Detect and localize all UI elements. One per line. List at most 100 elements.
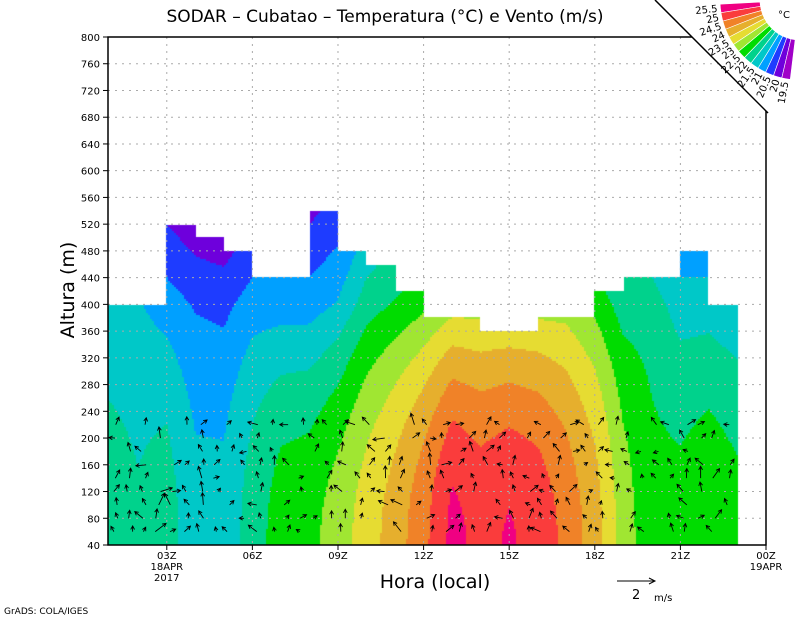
wind-arrow [486, 521, 492, 532]
wind-arrow [669, 473, 675, 479]
wind-arrow [198, 510, 204, 519]
x-tick-label: 03Z [157, 551, 177, 562]
wind-arrow [359, 497, 364, 506]
wind-arrow [555, 473, 560, 479]
wind-arrow [197, 465, 203, 479]
x-tick-label: 09Z [328, 551, 348, 562]
wind-arrow [229, 499, 235, 506]
wind-arrow [183, 498, 190, 506]
x-tick-label: 15Z [499, 551, 519, 562]
wind-arrow [675, 514, 684, 519]
wind-arrow [441, 460, 453, 466]
legend-level-label: 19.5 [777, 81, 792, 105]
wind-arrow [383, 464, 388, 479]
wind-arrow [538, 488, 545, 494]
wind-arrow [669, 522, 674, 532]
y-tick-label: 400 [81, 300, 100, 311]
wind-arrow [679, 429, 685, 439]
wind-arrow [186, 511, 191, 519]
wind-arrow [482, 455, 489, 466]
wind-arrow [321, 419, 327, 425]
wind-arrow [143, 416, 148, 425]
wind-arrow [529, 526, 541, 533]
wind-arrow [582, 514, 588, 519]
wind-arrow [583, 461, 589, 467]
y-tick-label: 200 [81, 434, 100, 445]
wind-arrow [385, 444, 392, 452]
wind-arrow [712, 467, 721, 479]
wind-arrow [667, 457, 673, 466]
wind-arrow [684, 467, 689, 479]
wind-arrow [615, 415, 620, 425]
wind-arrow [213, 526, 219, 532]
wind-arrow [526, 524, 532, 532]
wind-arrow [594, 526, 600, 532]
wind-arrow [694, 457, 704, 466]
wind-arrow [623, 460, 630, 466]
wind-arrow [565, 496, 571, 506]
wind-arrow [314, 443, 320, 452]
wind-arrow [285, 514, 290, 520]
wind-arrow [443, 421, 452, 426]
wind-arrow [270, 418, 276, 425]
wind-arrow [255, 431, 261, 439]
wind-arrow [698, 481, 703, 492]
wind-arrow [392, 521, 402, 532]
wind-arrow [552, 442, 560, 452]
wind-arrow [281, 457, 290, 466]
wind-arrow [652, 449, 659, 455]
wind-arrow [486, 416, 492, 425]
wind-arrow [307, 433, 315, 439]
wind-arrow [134, 510, 144, 519]
wind-arrow [298, 475, 305, 480]
wind-arrow [429, 484, 434, 492]
wind-arrow [201, 458, 207, 465]
wind-arrow [541, 472, 546, 479]
wind-arrow [415, 500, 422, 506]
wind-arrow [144, 471, 149, 479]
y-axis-label: Altura (m) [57, 242, 79, 339]
y-tick-label: 360 [81, 327, 100, 338]
wind-arrow [615, 482, 620, 492]
legend-level-label: 25.5 [695, 4, 718, 17]
wind-arrow [269, 446, 274, 452]
y-tick-label: 480 [81, 247, 100, 258]
wind-arrow [184, 525, 192, 532]
wind-arrow [126, 441, 132, 452]
wind-arrow [213, 458, 221, 466]
wind-arrow [580, 444, 586, 452]
wind-arrow [528, 507, 534, 519]
wind-arrow [630, 510, 636, 519]
wind-arrow [458, 457, 465, 466]
wind-arrow [533, 420, 542, 426]
legend-level-label: 25 [705, 13, 720, 26]
wind-arrow [299, 486, 304, 492]
x-tick-label: 21Z [671, 551, 691, 562]
wind-arrow [195, 522, 200, 532]
wind-arrow [439, 469, 445, 479]
wind-arrow [511, 484, 517, 492]
wind-arrow [470, 472, 475, 479]
wind-arrow [522, 474, 530, 480]
wind-arrow [560, 432, 568, 439]
wind-arrow [181, 484, 187, 492]
wind-arrow [124, 483, 129, 492]
wind-arrow [495, 498, 501, 506]
wind-vectors [108, 412, 735, 534]
wind-arrow [634, 449, 642, 455]
wind-arrow [595, 471, 603, 479]
wind-arrow [639, 473, 645, 479]
wind-arrow [375, 488, 385, 494]
wind-arrow [399, 468, 406, 479]
wind-scale-value: 2 [632, 588, 640, 603]
wind-arrow [549, 510, 558, 519]
wind-arrow [169, 528, 177, 533]
wind-arrow [573, 448, 581, 453]
wind-arrow [687, 419, 697, 426]
wind-arrow [299, 514, 308, 519]
wind-arrow [651, 459, 660, 466]
wind-arrow [439, 431, 444, 439]
wind-arrow [338, 429, 344, 439]
wind-arrow [130, 525, 135, 532]
